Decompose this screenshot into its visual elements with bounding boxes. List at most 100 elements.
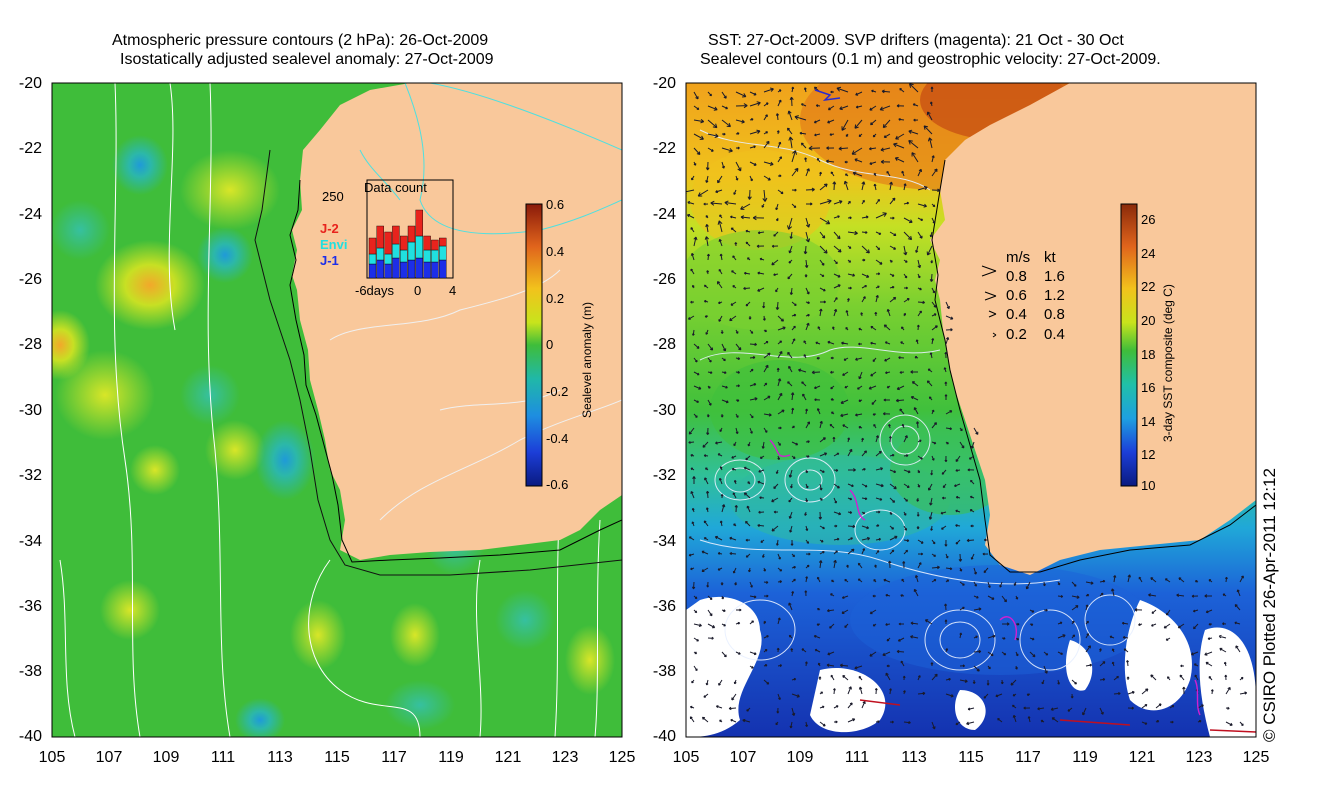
velocity-arrow xyxy=(912,103,919,107)
velocity-arrow xyxy=(1070,693,1074,699)
velocity-arrow xyxy=(959,427,963,432)
velocity-arrow xyxy=(930,525,933,531)
velocity-arrow xyxy=(816,576,821,583)
velocity-arrow xyxy=(707,119,718,129)
velocity-arrow xyxy=(1043,581,1046,587)
velocity-arrow xyxy=(705,161,710,171)
histogram-bar-segment xyxy=(400,249,408,263)
velocity-arrow xyxy=(734,242,738,247)
velocity-arrow xyxy=(969,509,975,513)
velocity-arrow xyxy=(926,245,933,256)
velocity-arrow xyxy=(787,381,793,387)
histogram-bar-segment xyxy=(423,249,431,263)
velocity-arrow xyxy=(830,398,835,401)
velocity-arrow xyxy=(703,299,709,303)
velocity-arrow xyxy=(827,340,835,345)
velocity-arrow xyxy=(1134,608,1143,612)
velocity-arrow xyxy=(973,649,982,654)
inset-legend-j1: J-1 xyxy=(320,253,339,268)
velocity-arrow xyxy=(888,560,892,569)
sla-colorbar-tick: 0.6 xyxy=(546,197,565,212)
velocity-arrow xyxy=(944,394,948,400)
velocity-arrow xyxy=(945,677,951,681)
velocity-arrow xyxy=(940,511,947,515)
velocity-arrow xyxy=(1043,651,1049,656)
velocity-arrow xyxy=(763,620,766,625)
velocity-arrow xyxy=(718,315,723,322)
velocity-arrow xyxy=(688,427,695,435)
velocity-arrow xyxy=(861,199,865,205)
left-x-tick: 109 xyxy=(152,749,180,766)
velocity-arrow xyxy=(745,229,751,233)
velocity-arrow xyxy=(847,548,855,555)
velocity-arrow xyxy=(874,564,878,569)
velocity-arrow xyxy=(861,525,870,530)
left-y-tick: -24 xyxy=(18,206,42,223)
velocity-arrow xyxy=(757,523,765,528)
velocity-arrow xyxy=(777,189,784,195)
velocity-arrow xyxy=(818,676,822,681)
velocity-arrow xyxy=(944,352,948,359)
velocity-arrow xyxy=(847,483,854,488)
velocity-arrow xyxy=(1169,705,1175,709)
histogram-bar-segment xyxy=(384,263,392,279)
velocity-arrow xyxy=(900,594,905,597)
velocity-arrow xyxy=(830,385,835,390)
velocity-arrow xyxy=(1085,593,1090,597)
velocity-arrow xyxy=(1194,674,1199,681)
velocity-arrow xyxy=(931,455,935,461)
velocity-arrow xyxy=(692,476,696,484)
velocity-arrow xyxy=(719,253,723,261)
velocity-arrow xyxy=(749,651,757,656)
velocity-arrow xyxy=(874,311,878,317)
velocity-arrow xyxy=(686,189,695,195)
velocity-arrow xyxy=(773,483,779,489)
velocity-arrow xyxy=(1099,648,1102,653)
velocity-arrow xyxy=(847,686,852,695)
velocity-arrow xyxy=(889,296,897,303)
velocity-arrow xyxy=(982,552,989,556)
velocity-arrow xyxy=(692,284,695,289)
velocity-arrow xyxy=(902,675,906,681)
velocity-arrow xyxy=(805,322,810,331)
velocity-arrow xyxy=(896,385,905,391)
velocity-arrow xyxy=(1239,676,1244,681)
velocity-arrow xyxy=(973,427,979,435)
velocity-arrow xyxy=(954,483,961,487)
velocity-arrow xyxy=(805,483,809,489)
velocity-arrow xyxy=(903,497,908,502)
velocity-arrow xyxy=(805,564,810,569)
velocity-arrow xyxy=(945,441,949,445)
velocity-arrow xyxy=(721,504,726,513)
left-x-tick: 125 xyxy=(608,749,636,766)
velocity-arrow xyxy=(931,539,936,545)
velocity-arrow xyxy=(757,287,765,292)
velocity-arrow xyxy=(749,581,753,588)
velocity-arrow xyxy=(690,454,695,457)
velocity-arrow xyxy=(707,623,716,629)
velocity-arrow xyxy=(843,180,849,191)
velocity-arrow xyxy=(897,637,905,642)
velocity-arrow xyxy=(819,217,831,225)
velocity-arrow xyxy=(1163,623,1171,629)
velocity-arrow xyxy=(721,105,729,110)
velocity-arrow xyxy=(1071,634,1076,639)
velocity-arrow xyxy=(707,399,712,406)
left-y-tick: -32 xyxy=(18,467,42,484)
velocity-arrow xyxy=(945,427,953,431)
left-x-tick: 105 xyxy=(38,749,66,766)
left-y-tick: -22 xyxy=(18,140,42,157)
velocity-arrow xyxy=(777,340,783,345)
velocity-arrow xyxy=(927,137,933,149)
velocity-arrow xyxy=(717,453,723,457)
velocity-legend-header-kt: kt xyxy=(1044,249,1056,266)
velocity-arrow xyxy=(915,339,919,345)
velocity-arrow xyxy=(717,567,723,571)
velocity-arrow xyxy=(690,252,695,261)
velocity-arrow xyxy=(777,141,782,149)
velocity-arrow xyxy=(743,271,751,275)
velocity-arrow xyxy=(987,665,991,670)
right-x-tick: 119 xyxy=(1072,749,1098,766)
left-y-tick: -40 xyxy=(18,728,42,745)
velocity-arrow xyxy=(833,524,838,528)
